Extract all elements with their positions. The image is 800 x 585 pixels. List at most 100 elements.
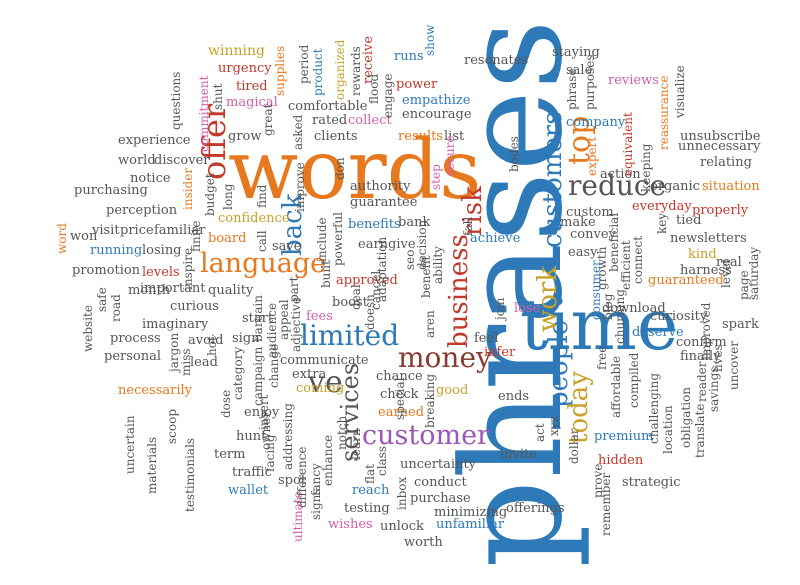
word-words: words (228, 123, 482, 218)
word-lose: lose (514, 301, 541, 316)
word-reach: reach (352, 483, 390, 498)
word-enjoy: enjoy (244, 405, 280, 420)
word-rewards: rewards (349, 46, 363, 96)
word-unlock: unlock (380, 519, 424, 534)
word-custom: custom (566, 205, 614, 220)
word-bank: bank (398, 215, 431, 230)
word-connect: connect (631, 235, 645, 284)
word-convey: convey (570, 227, 616, 242)
word-organized: organized (333, 39, 347, 100)
word-flood: flood (367, 73, 381, 104)
word-fees: fees (306, 309, 333, 324)
word-experience: experience (118, 133, 191, 148)
word-approved: approved (336, 273, 398, 288)
word-confirm: confirm (676, 335, 727, 350)
word-reassurance: reassurance (657, 75, 671, 150)
word-urgency: urgency (218, 61, 272, 76)
word-collect: collect (348, 113, 392, 128)
word-chance: chance (376, 369, 423, 384)
word-avoid: avoid (188, 333, 224, 348)
word-real: real (716, 255, 742, 270)
word-uncertain: uncertain (123, 415, 137, 474)
word-limited: limited (300, 319, 400, 352)
word-dollar: dollar (567, 428, 581, 464)
word-action: action (600, 167, 641, 182)
word-clients: clients (314, 129, 358, 144)
word-reduce: reduce (568, 169, 667, 202)
word-churning: churning (613, 289, 627, 344)
word-seo: seo (403, 249, 417, 270)
word-winning: winning (208, 43, 265, 59)
word-running: running (90, 243, 143, 258)
word-guarantee: guarantee (350, 195, 418, 210)
word-world: world (118, 153, 156, 168)
word-earn: earn (358, 237, 389, 252)
word-authority: authority (350, 179, 411, 194)
word-obligation: obligation (679, 386, 693, 448)
word-resonates: resonates (464, 53, 529, 68)
word-time: time (520, 284, 679, 366)
word-encourage: encourage (402, 107, 472, 122)
word-long: long (221, 183, 235, 210)
word-hot: hot (205, 336, 219, 356)
word-infer: infer (484, 345, 516, 360)
word-benefits: benefits (348, 217, 401, 232)
word-ve: ve (308, 365, 343, 400)
word-quality: quality (208, 283, 254, 298)
word-efficient: efficient (619, 240, 633, 290)
word-materials: materials (145, 436, 159, 494)
word-boost: boost (332, 295, 368, 310)
word-supplies: supplies (273, 45, 287, 96)
word-customer: customer (362, 420, 490, 451)
word-perception: perception (106, 203, 178, 218)
word-reader: reader (695, 361, 709, 402)
word-visit: visit (92, 223, 120, 238)
word-wishes: wishes (328, 517, 373, 532)
word-ends: ends (498, 389, 530, 404)
word-miss: miss (179, 348, 193, 376)
word-translate: translate (693, 403, 707, 458)
word-process: process (110, 331, 161, 346)
word-magical: magical (226, 95, 278, 110)
word-growth: growth (595, 246, 609, 290)
word-campaign: campaign (251, 346, 265, 406)
word-challenging: challenging (647, 372, 661, 444)
word-finite: finite (189, 220, 203, 253)
word-website: website (81, 305, 95, 352)
word-safe: safe (95, 287, 109, 312)
word-shut: shut (211, 83, 225, 110)
word-fall: fall (461, 216, 475, 236)
word-testing: testing (344, 501, 390, 516)
word-notice: notice (130, 171, 171, 186)
word-page: page (737, 270, 751, 300)
word-deserve: deserve (632, 325, 684, 340)
word-difference: difference (295, 446, 309, 508)
word-won: won (70, 229, 98, 244)
word-situation: situation (702, 179, 760, 194)
word-unfamiliar: unfamiliar (436, 517, 505, 532)
word-important: important (140, 281, 206, 296)
word-insider: insider (181, 167, 195, 210)
word-xyz: xyz (547, 416, 561, 436)
word-wallet: wallet (228, 483, 269, 498)
word-special: special (393, 377, 407, 421)
word-great: great (261, 103, 275, 137)
word-uncover: uncover (727, 340, 741, 390)
word-rated: rated (312, 113, 348, 128)
word-spark: spark (722, 317, 759, 332)
word-deal: deal (349, 284, 363, 310)
word-achieve: achieve (470, 231, 521, 246)
word-built: built (319, 260, 333, 288)
word-testimonials: testimonials (183, 437, 197, 512)
word-good: good (436, 383, 469, 398)
word-adjective: adjective (289, 297, 303, 352)
word-breaking: breaking (423, 373, 437, 428)
word-organic: organic (650, 179, 700, 194)
word-harness: harness (680, 263, 732, 278)
word-newsletters: newsletters (670, 231, 747, 246)
word-finally: finally (680, 349, 721, 364)
word-communicate: communicate (280, 353, 369, 368)
word-feel: feel (474, 331, 499, 346)
word-empathize: empathize (402, 93, 471, 108)
word-power: power (396, 77, 438, 92)
